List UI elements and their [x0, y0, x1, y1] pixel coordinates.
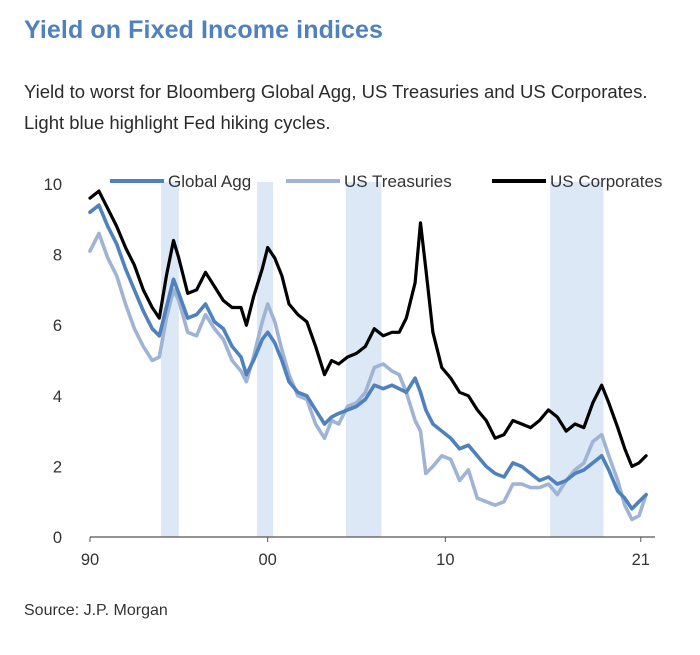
chart-title: Yield on Fixed Income indices: [24, 16, 384, 44]
x-tick-label: 21: [632, 551, 650, 569]
highlight-band-4: [550, 182, 604, 537]
source-note: Source: J.P. Morgan: [24, 602, 168, 619]
series-line-us-treasuries: [88, 231, 648, 522]
series-line-us-corporates: [88, 189, 648, 468]
x-tick-label: 10: [436, 551, 454, 569]
chart-subtitle: Yield to worst for Bloomberg Global Agg,…: [24, 81, 648, 133]
yield-line-chart: 0 2 4 6 8 10 90 00 10 21 Global Agg US Treasuries U…: [44, 172, 663, 569]
legend-label: US Treasuries: [344, 172, 452, 191]
series-line-global-agg: [88, 203, 648, 511]
highlight-band-1: [161, 182, 179, 537]
fed-hiking-highlights: [161, 182, 604, 537]
y-tick-label: 10: [44, 176, 62, 194]
x-tick-label: 90: [81, 551, 99, 569]
y-tick-label: 8: [53, 247, 62, 265]
chart-series: [88, 189, 648, 522]
highlight-band-2: [257, 182, 274, 537]
legend-label: Global Agg: [168, 172, 251, 191]
y-tick-label: 6: [53, 317, 62, 335]
y-tick-label: 0: [53, 529, 62, 547]
y-tick-label: 4: [53, 388, 62, 406]
x-tick-label: 00: [258, 551, 276, 569]
y-tick-label: 2: [53, 458, 62, 476]
highlight-band-3: [345, 182, 382, 537]
legend-label: US Corporates: [550, 172, 662, 191]
chart-axes: 0 2 4 6 8 10 90 00 10 21: [44, 176, 655, 569]
chart-legend: Global Agg US Treasuries US Corporates: [110, 172, 662, 191]
